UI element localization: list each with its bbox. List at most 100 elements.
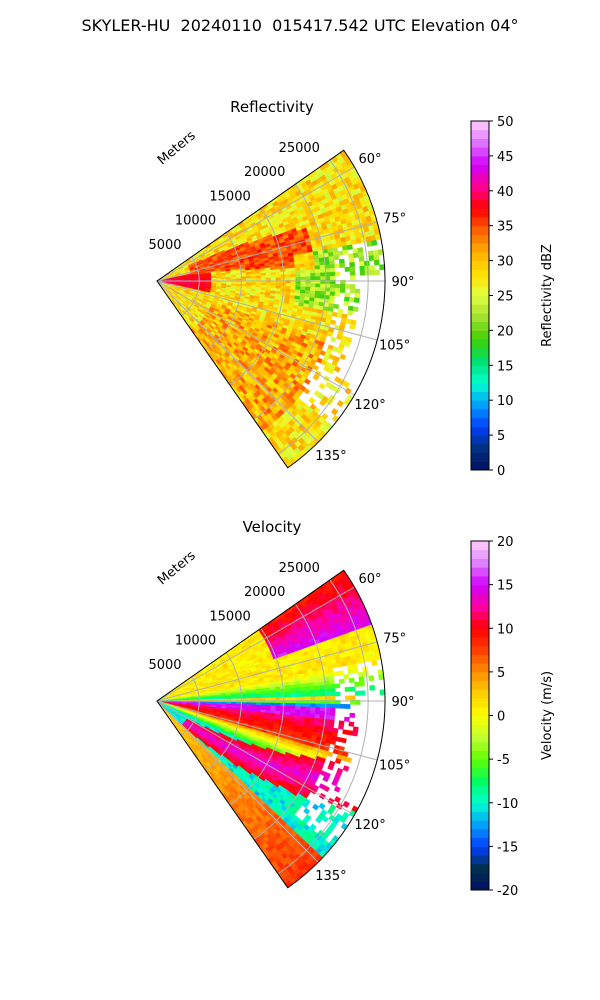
field-cell [373, 254, 380, 261]
field-cell [290, 270, 296, 275]
field-cell [265, 697, 272, 701]
field-cell [300, 276, 306, 281]
colorbar-tick-label: 0 [497, 464, 505, 479]
colorbar-swatch [471, 208, 489, 218]
field-cell [250, 278, 257, 281]
field-cell [315, 287, 321, 292]
field-cell [275, 691, 281, 696]
field-cell [265, 277, 272, 281]
field-cell [290, 693, 296, 698]
field-cell [290, 286, 296, 290]
field-cell [335, 271, 341, 277]
field-cell [270, 274, 277, 279]
field-cell [290, 276, 296, 281]
field-cell [330, 275, 336, 281]
range-tick-label: 20000 [244, 165, 285, 180]
colorbar-swatch [471, 286, 489, 296]
colorbar-swatch [471, 452, 489, 462]
field-cell [305, 276, 311, 281]
field-cell [285, 285, 291, 290]
field-cell [352, 247, 359, 254]
field-cell [304, 266, 311, 271]
field-cell [342, 249, 349, 256]
field-cell [265, 282, 272, 286]
range-tick-label: 10000 [175, 214, 216, 229]
field-cell [245, 278, 252, 281]
field-cell [371, 239, 378, 247]
field-cell [300, 286, 306, 291]
field-cell [333, 255, 340, 261]
azimuth-tick-label: 90° [391, 275, 414, 290]
field-cell [275, 277, 282, 281]
colorbar-swatch [471, 365, 489, 375]
field-cell [352, 306, 359, 313]
field-cell [290, 267, 296, 272]
colorbar-swatch [471, 321, 489, 331]
chart-panel-velocity: 60°75°90°105°120°135°5000100001500020000… [148, 518, 555, 899]
field-cell [305, 286, 311, 291]
field-cell [275, 274, 282, 278]
colorbar-swatch [471, 304, 489, 314]
field-cell [250, 695, 257, 699]
field-cell [353, 297, 360, 303]
colorbar-swatch [471, 382, 489, 392]
field-cell [339, 288, 346, 293]
field-cell [319, 264, 326, 270]
colorbar-label: Reflectivity dBZ [540, 244, 555, 347]
field-cell [346, 244, 353, 251]
field-cell [241, 698, 247, 701]
field-cell [330, 283, 336, 289]
field-cell [348, 253, 355, 259]
field-cell [373, 259, 380, 266]
field-cell [374, 269, 381, 276]
field-cell [330, 336, 337, 343]
field-cell [347, 310, 354, 316]
field-cell [236, 278, 242, 281]
field-cell [314, 268, 321, 274]
azimuth-tick-label: 105° [379, 339, 410, 354]
field-cell [241, 278, 247, 281]
field-cell [260, 282, 267, 286]
field-cell [305, 283, 311, 288]
colorbar-swatch [471, 443, 489, 454]
field-cell [300, 283, 306, 288]
field-cell [353, 252, 360, 259]
colorbar-swatch [471, 339, 489, 349]
field-cell [358, 251, 364, 258]
field-cell [270, 694, 277, 699]
field-cell [275, 271, 281, 276]
field-cell [359, 265, 366, 272]
field-cell [295, 270, 301, 275]
field-cell [348, 297, 355, 303]
field-cell [314, 290, 321, 296]
field-cell [300, 273, 306, 278]
field-cell [339, 262, 346, 268]
field-cell [295, 273, 301, 278]
field-cell [299, 266, 306, 271]
range-axis-label: Meters [155, 128, 199, 168]
colorbar-tick-label: 15 [497, 359, 514, 374]
colorbar-swatch [471, 461, 489, 471]
field-cell [330, 271, 336, 277]
field-cell [255, 697, 262, 701]
field-cell [294, 267, 301, 272]
colorbar-swatch [471, 391, 489, 401]
field-cell [343, 300, 350, 307]
colorbar-swatch [471, 435, 489, 445]
colorbar-tick-label: 40 [497, 185, 514, 200]
colorbar-swatch [471, 234, 489, 244]
field-cell [275, 702, 282, 707]
colorbar-tick-label: 25 [497, 290, 514, 305]
colorbar-swatch [471, 216, 489, 227]
field-cell [285, 694, 291, 698]
field-cell [309, 290, 316, 295]
field-cell [315, 283, 321, 288]
range-tick-label: 25000 [279, 141, 320, 156]
field-cell [349, 284, 356, 290]
field-cell [260, 275, 267, 279]
colorbar-swatch [471, 190, 489, 201]
field-cell [314, 265, 321, 270]
colorbar-swatch [471, 147, 489, 157]
